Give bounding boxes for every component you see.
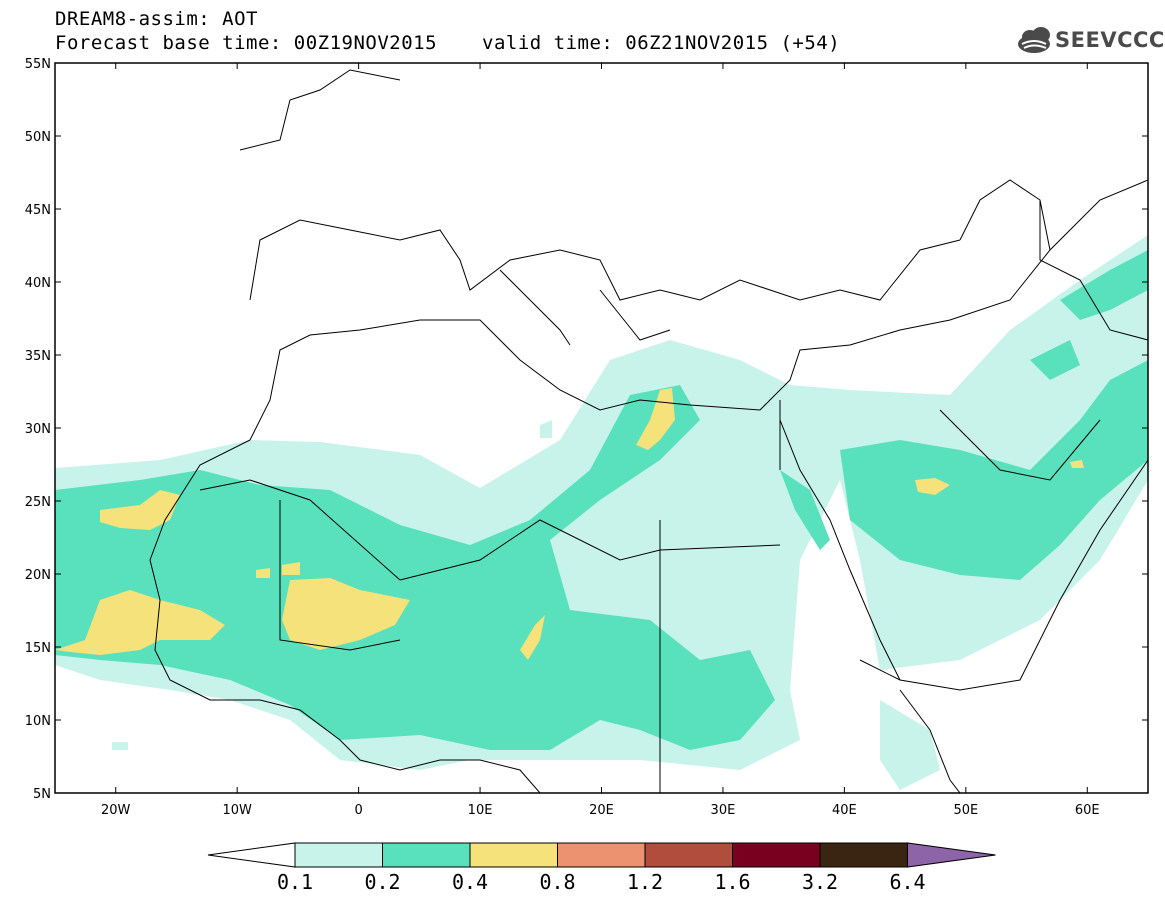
longitude-labels: 20W 10W 0 10E 20E 30E 40E 50E 60E (101, 803, 1100, 818)
lon-label: 30E (711, 803, 736, 818)
lat-label: 50N (25, 130, 51, 145)
lat-label: 5N (33, 787, 51, 802)
cloud-icon (1018, 27, 1050, 53)
lon-label: 0 (354, 803, 362, 818)
seevccc-logo (1018, 27, 1050, 53)
lon-label: 10W (222, 803, 252, 818)
lon-label: 60E (1075, 803, 1100, 818)
lat-label: 25N (25, 495, 51, 510)
lon-label: 10E (468, 803, 493, 818)
aot-fields (55, 69, 1148, 793)
latitude-labels: 55N 50N 45N 40N 35N 30N 25N 20N 15N 10N 5N (25, 57, 51, 802)
lat-label: 40N (25, 276, 51, 291)
lat-label: 55N (25, 57, 51, 72)
forecast-base-time: Forecast base time: 00Z19NOV2015 (55, 32, 438, 54)
lat-label: 15N (25, 641, 51, 656)
lon-label: 40E (832, 803, 857, 818)
aot-level-0-2 (55, 250, 1148, 750)
aot-level-0-4 (55, 388, 1084, 660)
coastlines (149, 69, 1148, 793)
map-title: DREAM8-assim: AOT (55, 8, 258, 30)
lat-label: 35N (25, 349, 51, 364)
lat-label: 10N (25, 714, 51, 729)
map-frame (54, 62, 1149, 794)
logo-text: SEEVCCC (1055, 28, 1165, 52)
lat-label: 20N (25, 568, 51, 583)
lat-label: 30N (25, 422, 51, 437)
lon-label: 20W (101, 803, 131, 818)
lat-label: 45N (25, 203, 51, 218)
lon-label: 20E (589, 803, 614, 818)
lon-label: 50E (953, 803, 978, 818)
valid-time: valid time: 06Z21NOV2015 (+54) (482, 32, 841, 54)
